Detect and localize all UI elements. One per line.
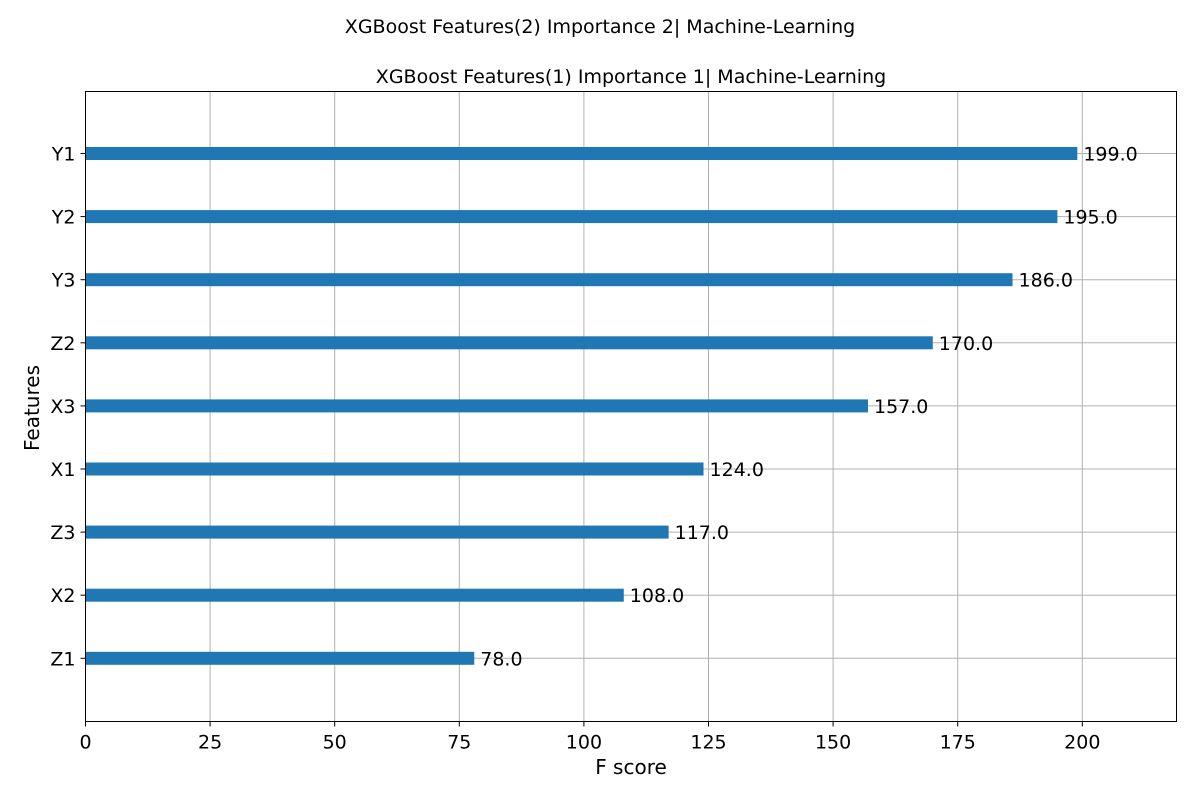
plot-frame bbox=[85, 91, 1177, 722]
value-label: 117.0 bbox=[675, 522, 729, 544]
y-tick-label: Z2 bbox=[50, 333, 75, 355]
x-tick-label: 0 bbox=[79, 732, 91, 754]
bar-x2 bbox=[85, 588, 624, 602]
bar-z1 bbox=[85, 651, 475, 665]
y-tick-label: Y3 bbox=[51, 270, 76, 292]
x-tick-label: 50 bbox=[323, 732, 347, 754]
value-label: 157.0 bbox=[874, 396, 928, 418]
value-label: 108.0 bbox=[630, 585, 684, 607]
y-tick-label: Z1 bbox=[50, 648, 75, 670]
y-axis-label: Features bbox=[20, 365, 44, 451]
value-label: 199.0 bbox=[1083, 144, 1137, 166]
x-tick-label: 150 bbox=[815, 732, 851, 754]
y-tick-label: X2 bbox=[50, 585, 75, 607]
bar-x1 bbox=[85, 462, 704, 476]
x-tick-label: 25 bbox=[198, 732, 222, 754]
chart-title: XGBoost Features(1) Importance 1| Machin… bbox=[376, 66, 886, 88]
value-label: 186.0 bbox=[1019, 270, 1073, 292]
x-tick-label: 75 bbox=[447, 732, 471, 754]
bar-y2 bbox=[85, 210, 1058, 224]
y-tick-label: X3 bbox=[50, 396, 75, 418]
x-tick-label: 100 bbox=[566, 732, 602, 754]
value-label: 195.0 bbox=[1063, 207, 1117, 229]
bar-y1 bbox=[85, 147, 1078, 160]
value-label: 78.0 bbox=[480, 648, 522, 670]
y-tick-label: Y1 bbox=[51, 144, 76, 166]
y-tick-label: Z3 bbox=[50, 522, 75, 544]
x-axis-label: F score bbox=[595, 755, 667, 779]
x-tick-label: 125 bbox=[690, 732, 726, 754]
value-labels: 199.0 195.0 186.0 170.0 157.0 124.0 117.0 108.0… bbox=[480, 144, 1137, 671]
value-label: 170.0 bbox=[939, 333, 993, 355]
bar-y3 bbox=[85, 273, 1013, 287]
y-tick-label: Y2 bbox=[51, 207, 76, 229]
bars bbox=[85, 147, 1078, 665]
y-axis-ticks: Y1 Y2 Y3 Z2 X3 X1 Z3 X2 Z1 bbox=[50, 144, 86, 670]
y-tick-label: X1 bbox=[50, 459, 75, 481]
bar-z3 bbox=[85, 525, 669, 539]
x-tick-label: 200 bbox=[1064, 732, 1100, 754]
x-tick-label: 175 bbox=[940, 732, 976, 754]
bar-z2 bbox=[85, 336, 933, 350]
value-label: 124.0 bbox=[710, 459, 764, 481]
bar-x3 bbox=[85, 399, 868, 413]
figure-suptitle: XGBoost Features(2) Importance 2| Machin… bbox=[345, 16, 855, 38]
x-axis-ticks: 0 25 50 75 100 125 150 175 200 bbox=[79, 721, 1100, 754]
